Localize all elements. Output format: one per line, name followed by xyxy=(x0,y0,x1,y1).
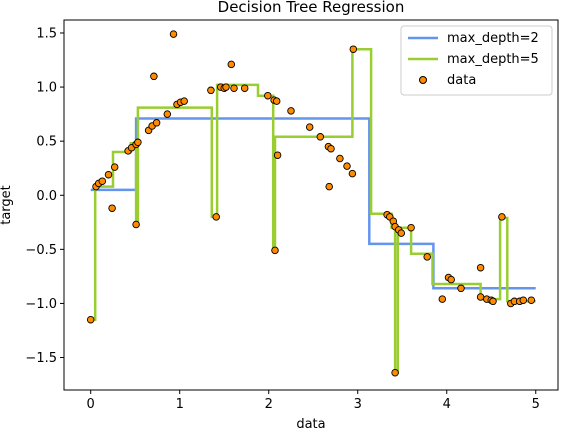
data-point xyxy=(222,83,230,91)
data-layer xyxy=(86,30,536,377)
x-tick-label: 1 xyxy=(176,397,184,412)
data-point xyxy=(98,177,107,185)
data-point xyxy=(349,45,358,53)
data-point xyxy=(163,110,172,118)
y-tick-label: −1.0 xyxy=(25,297,57,312)
x-tick-label: 3 xyxy=(354,397,362,412)
series-line-max-depth-5 xyxy=(90,47,536,374)
data-point xyxy=(150,72,158,81)
y-tick-label: −1.5 xyxy=(25,351,57,366)
data-point xyxy=(423,253,431,261)
data-point xyxy=(327,144,335,153)
y-tick-label: 0.5 xyxy=(36,135,57,150)
data-point xyxy=(207,86,215,95)
x-tick-label: 2 xyxy=(265,397,273,412)
data-point xyxy=(447,275,455,284)
data-point xyxy=(287,107,295,115)
data-point xyxy=(489,297,497,306)
data-point xyxy=(152,119,161,127)
legend: max_depth=2 max_depth=5 data xyxy=(400,25,553,96)
y-tick-label: 0.0 xyxy=(36,189,57,204)
y-tick-label: 1.5 xyxy=(36,26,57,41)
data-point xyxy=(325,182,333,191)
plot-frame xyxy=(63,19,559,391)
data-point xyxy=(457,284,465,293)
data-point xyxy=(240,84,249,92)
data-point xyxy=(180,97,188,105)
data-point xyxy=(336,154,344,163)
data-point xyxy=(407,223,415,232)
chart-title: Decision Tree Regression xyxy=(218,0,405,16)
series-line-max-depth-2 xyxy=(90,117,536,290)
data-point xyxy=(273,151,282,159)
data-point xyxy=(212,213,220,221)
data-point xyxy=(343,162,351,170)
x-tick-label: 0 xyxy=(87,397,95,412)
data-point xyxy=(305,123,314,131)
data-point xyxy=(169,30,178,38)
data-point xyxy=(230,84,238,92)
data-point xyxy=(108,204,116,212)
data-point xyxy=(271,246,279,255)
data-point xyxy=(476,263,485,272)
data-point xyxy=(110,163,119,171)
legend-marker-data xyxy=(419,76,427,84)
y-ticks: −1.5 −1.0 −0.5 0.0 0.5 1.0 1.5 xyxy=(25,26,64,366)
data-point xyxy=(498,213,506,221)
x-axis-label: data xyxy=(296,417,325,430)
data-point xyxy=(348,169,357,178)
y-tick-label: −0.5 xyxy=(25,243,57,258)
y-axis-label: target xyxy=(0,185,14,225)
data-point xyxy=(476,293,485,301)
legend-label-data: data xyxy=(447,73,476,88)
data-point xyxy=(519,296,528,304)
data-point xyxy=(227,60,236,69)
data-point xyxy=(104,170,113,179)
legend-label-max-depth-2: max_depth=2 xyxy=(447,31,539,46)
x-tick-label: 4 xyxy=(443,397,451,412)
data-point xyxy=(132,220,140,229)
data-point xyxy=(134,138,142,147)
y-tick-label: 1.0 xyxy=(36,81,57,96)
x-tick-label: 5 xyxy=(532,397,540,412)
data-point xyxy=(316,133,325,141)
data-point xyxy=(397,229,406,237)
x-ticks: 0 1 2 3 4 5 xyxy=(87,390,540,412)
data-point xyxy=(438,295,447,303)
data-point xyxy=(391,368,399,377)
data-point xyxy=(86,315,95,324)
legend-label-max-depth-5: max_depth=5 xyxy=(447,52,539,67)
data-point xyxy=(272,97,281,105)
data-point xyxy=(264,91,272,100)
legend-box xyxy=(400,25,553,96)
data-point xyxy=(527,296,536,304)
